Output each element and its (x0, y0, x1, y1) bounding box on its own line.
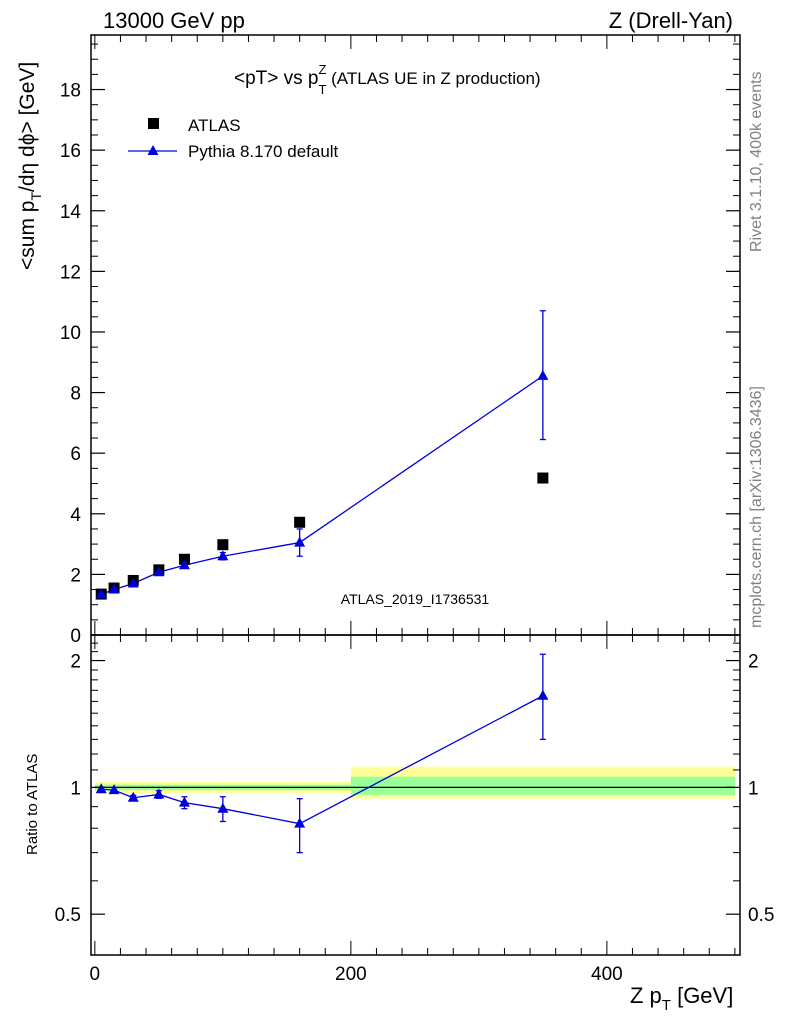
analysis-id-label: ATLAS_2019_I1736531 (341, 591, 490, 607)
main-y-tick-label: 12 (60, 262, 81, 283)
pythia-line (101, 375, 544, 596)
pythia-point (294, 536, 306, 547)
main-series-layer (95, 310, 549, 600)
main-y-tick-label: 2 (70, 565, 81, 586)
atlas-point (537, 472, 549, 484)
ratio-y-tick-label-right: 0.5 (748, 905, 774, 926)
title-rest: (ATLAS UE in Z production) (326, 69, 540, 88)
x-axis-label: Z pT [GeV] (630, 983, 733, 1014)
atlas-point (178, 553, 190, 565)
main-y-tick-label: 10 (60, 323, 81, 344)
ratio-y-tick-label: 2 (70, 652, 81, 673)
ratio-series-layer (95, 653, 549, 854)
legend-pythia-label: Pythia 8.170 default (188, 142, 339, 161)
ratio-pythia-point (108, 784, 120, 795)
x-tick-label: 200 (335, 964, 367, 985)
pythia-point (153, 566, 165, 577)
x-label-sub: T (662, 997, 671, 1014)
header-left-label: 13000 GeV pp (103, 8, 245, 33)
legend: ATLAS Pythia 8.170 default (128, 116, 339, 161)
ratio-reference-bands (94, 766, 735, 799)
atlas-point (217, 539, 229, 551)
y-label-pre: <sum p (16, 201, 39, 270)
legend-atlas-marker (148, 118, 159, 129)
main-title: <pT> vs pZ T (ATLAS UE in Z production) (234, 62, 541, 97)
pythia-point (108, 583, 120, 594)
main-y-tick-label: 14 (60, 202, 82, 223)
ratio-pythia-line (101, 695, 544, 825)
y-label-sub: T (28, 192, 44, 201)
ratio-pythia-point (294, 817, 306, 828)
ratio-y-tick-label: 1 (70, 778, 81, 799)
legend-atlas-label: ATLAS (188, 116, 241, 135)
ratio-y-axis-label: Ratio to ATLAS (24, 754, 41, 855)
rivet-version-label: Rivet 3.1.10, 400k events (748, 71, 765, 252)
main-y-tick-label: 6 (70, 444, 81, 465)
main-tick-marks (91, 35, 740, 636)
green-uncertainty-band (350, 776, 735, 795)
x-tick-label: 400 (591, 964, 623, 985)
legend-pythia-marker (147, 145, 159, 155)
ratio-y-tick-labels: 0.5 0.5 1 1 2 2 (55, 652, 775, 927)
ratio-panel: 0.5 0.5 1 1 2 2 0 200 400 Ratio to ATLAS Z pT [… (24, 634, 775, 1014)
pythia-point (537, 369, 549, 380)
ratio-plot-frame (90, 634, 741, 956)
x-tick-label: 0 (90, 964, 101, 985)
main-y-tick-label: 18 (60, 81, 81, 102)
title-superscript: Z (319, 62, 327, 77)
ratio-tick-marks (91, 635, 740, 956)
title-main-part: <pT> vs p (234, 68, 319, 89)
header-right-label: Z (Drell-Yan) (609, 8, 733, 33)
pythia-point (217, 550, 229, 561)
x-label-post: [GeV] (671, 983, 733, 1008)
title-subscript: T (318, 82, 326, 97)
main-y-tick-label: 4 (70, 505, 81, 526)
ratio-pythia-point (95, 783, 107, 794)
ratio-pythia-point (537, 689, 549, 700)
ratio-x-tick-labels: 0 200 400 (90, 964, 623, 985)
atlas-point (294, 516, 306, 528)
ratio-pythia-point (127, 791, 139, 802)
main-y-tick-label: 8 (70, 384, 81, 405)
main-y-tick-label: 0 (70, 626, 81, 647)
y-label-post: /dη dϕ> [GeV] (16, 62, 39, 192)
x-label-pre: Z p (630, 983, 662, 1008)
ratio-y-tick-label: 0.5 (55, 905, 81, 926)
ratio-pythia-point (153, 788, 165, 799)
main-y-axis-label: <sum pT/dη dϕ> [GeV] (16, 62, 44, 270)
ratio-y-tick-label-right: 1 (748, 778, 759, 799)
pythia-point (178, 559, 190, 570)
pythia-point (95, 588, 107, 599)
ratio-pythia-point (178, 796, 190, 807)
pythia-point (127, 577, 139, 588)
main-y-tick-label: 16 (60, 141, 81, 162)
mcplots-reference-label: mcplots.cern.ch [arXiv:1306.3436] (748, 386, 765, 628)
ratio-y-tick-label-right: 2 (748, 652, 759, 673)
main-y-tick-labels: 0 2 4 6 8 10 12 14 16 18 (60, 81, 82, 647)
ratio-pythia-point (217, 802, 229, 813)
